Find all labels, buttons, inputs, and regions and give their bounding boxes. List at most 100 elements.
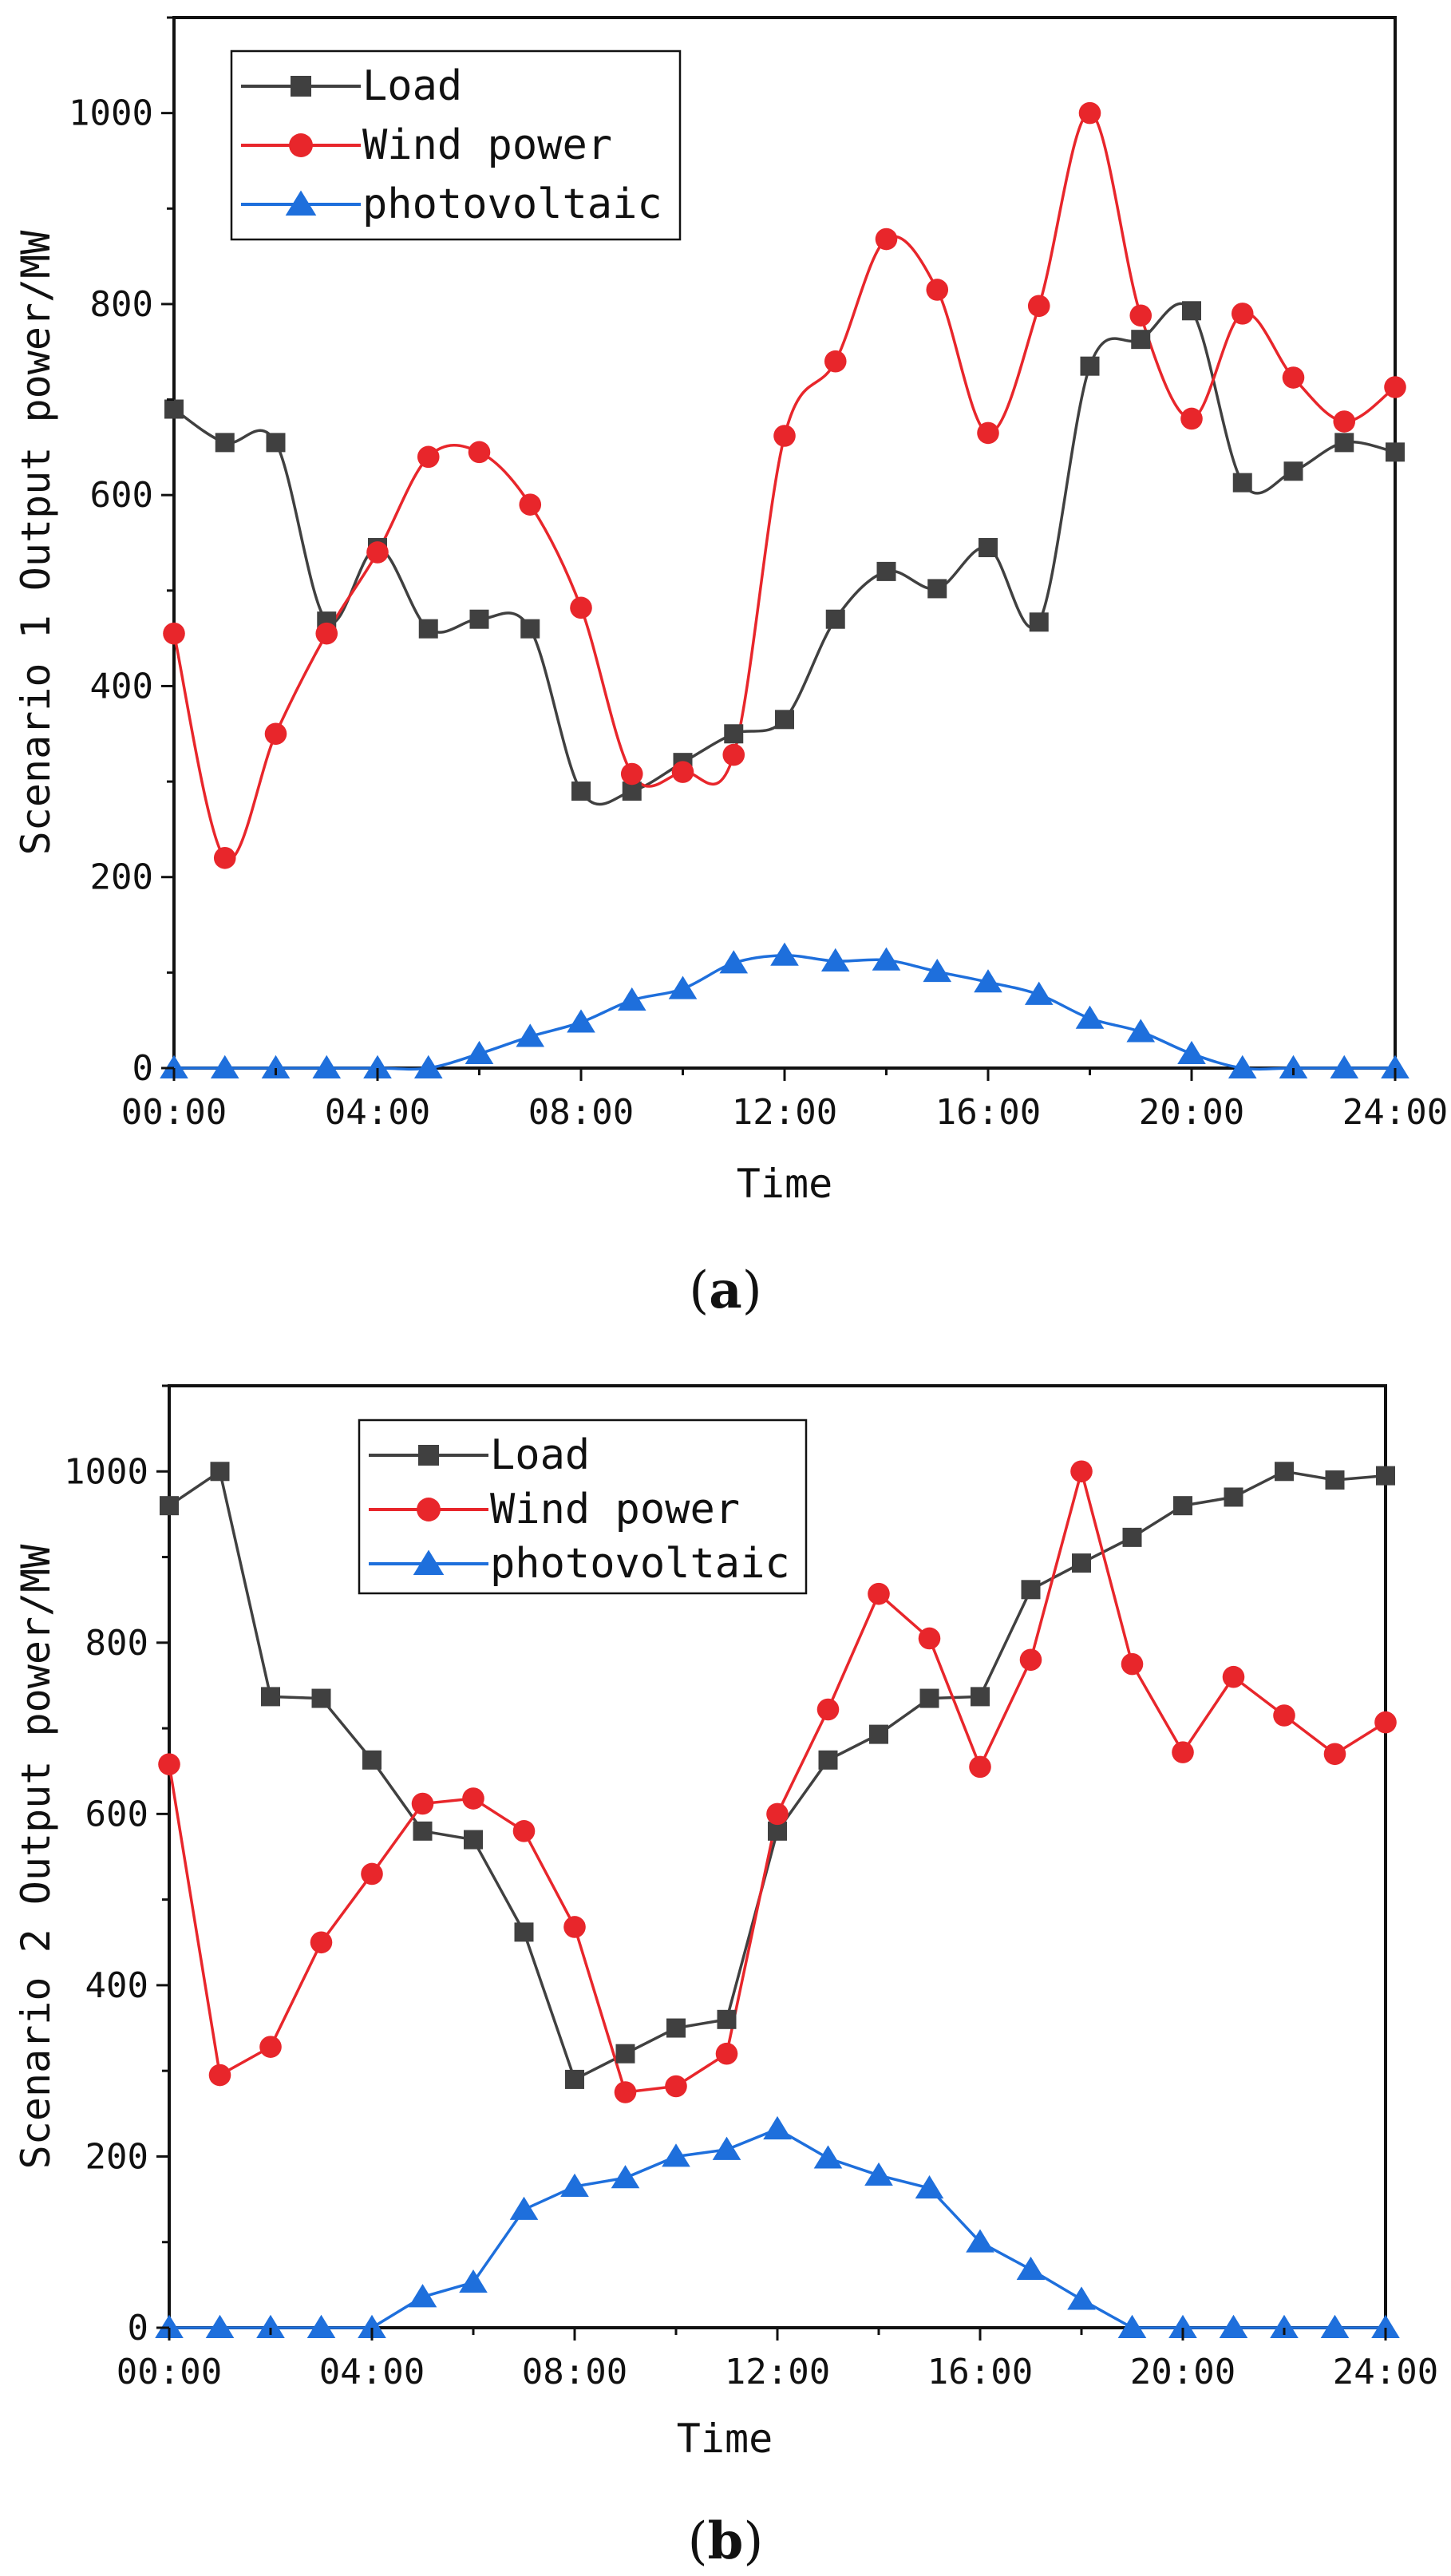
data-point-triangle xyxy=(560,2173,589,2197)
data-point-circle xyxy=(1323,1743,1346,1766)
data-point-square xyxy=(469,609,489,629)
data-point-circle xyxy=(1019,1648,1042,1672)
data-point-triangle xyxy=(1067,2286,1096,2310)
data-point-square xyxy=(418,1445,439,1466)
x-tick-label: 00:00 xyxy=(117,2352,222,2392)
data-point-circle xyxy=(969,1755,991,1779)
data-point-circle xyxy=(875,228,898,251)
data-point-triangle xyxy=(1075,1005,1105,1029)
data-point-square xyxy=(215,433,235,453)
data-point-square xyxy=(1334,433,1354,453)
data-point-triangle xyxy=(567,1009,595,1033)
data-point-circle xyxy=(868,1582,890,1605)
data-point-square xyxy=(1224,1487,1243,1507)
data-point-triangle xyxy=(974,969,1002,993)
data-point-triangle xyxy=(820,948,850,971)
data-point-square xyxy=(1029,612,1049,632)
panel-caption: (a) xyxy=(689,1260,761,1320)
data-point-square xyxy=(775,710,794,730)
data-point-square xyxy=(160,1496,179,1516)
data-point-circle xyxy=(1384,376,1406,398)
y-tick-label: 600 xyxy=(85,1794,148,1834)
data-point-circle xyxy=(665,2075,687,2098)
data-point-circle xyxy=(1222,1665,1245,1688)
x-tick-label: 16:00 xyxy=(927,2352,1033,2392)
data-point-triangle xyxy=(1016,2256,1046,2281)
caption-open: ( xyxy=(689,1261,709,1320)
data-point-circle xyxy=(671,761,694,783)
data-point-circle xyxy=(208,2064,231,2087)
data-point-circle xyxy=(259,2036,282,2058)
data-point-square xyxy=(311,1688,331,1708)
y-tick-label: 0 xyxy=(132,1048,154,1089)
data-point-triangle xyxy=(915,2174,944,2199)
data-point-triangle xyxy=(261,1055,291,1078)
legend-label: photovoltaic xyxy=(490,1540,790,1588)
x-tick-label: 20:00 xyxy=(1130,2352,1236,2392)
y-tick-label: 200 xyxy=(85,2136,148,2177)
y-tick-label: 1000 xyxy=(69,93,153,134)
data-point-circle xyxy=(1231,303,1254,325)
y-tick-label: 800 xyxy=(90,284,153,325)
data-point-circle xyxy=(1070,1460,1093,1483)
data-point-triangle xyxy=(923,958,952,983)
legend-entries: Load Wind power photovoltaic xyxy=(369,1431,790,1588)
data-point-triangle xyxy=(516,1023,545,1047)
y-tick-label: 600 xyxy=(90,475,153,516)
data-point-square xyxy=(464,1830,483,1850)
data-point-triangle xyxy=(668,975,698,999)
data-point-square xyxy=(291,76,311,97)
data-point-triangle xyxy=(872,947,901,971)
data-point-circle xyxy=(1374,1711,1397,1734)
data-point-triangle xyxy=(1330,1055,1359,1078)
data-point-square xyxy=(825,609,845,629)
data-point-square xyxy=(615,2044,635,2064)
series-line-photovoltaic xyxy=(174,954,1395,1071)
data-point-circle xyxy=(715,2042,738,2065)
data-point-triangle xyxy=(1279,1055,1308,1078)
data-point-square xyxy=(724,724,744,744)
data-point-triangle xyxy=(1168,2314,1197,2338)
data-point-triangle xyxy=(1117,2314,1147,2338)
legend-label: Load xyxy=(490,1431,590,1479)
data-point-triangle xyxy=(864,2162,893,2186)
data-point-square xyxy=(210,1462,230,1482)
data-point-triangle xyxy=(1024,981,1054,1005)
data-point-circle xyxy=(570,596,592,619)
data-point-circle xyxy=(1333,410,1356,433)
data-point-triangle xyxy=(312,1055,342,1078)
y-tick-label: 400 xyxy=(90,666,153,706)
data-point-triangle xyxy=(285,190,317,216)
legend-label: Load xyxy=(362,62,462,110)
data-point-square xyxy=(1275,1462,1294,1482)
data-point-square xyxy=(1232,473,1252,493)
data-point-square xyxy=(717,2009,737,2029)
data-point-triangle xyxy=(1126,1019,1156,1043)
data-point-circle xyxy=(563,1916,586,1938)
data-point-triangle xyxy=(770,942,799,966)
series-layer xyxy=(155,1460,1400,2338)
x-tick-label: 08:00 xyxy=(522,2352,627,2392)
x-tick-layer: 00:00 04:00 08:00 12:00 16:00 20:00 24:00 xyxy=(117,2328,1438,2392)
data-point-triangle xyxy=(617,987,646,1011)
data-point-triangle xyxy=(256,2314,285,2338)
data-point-circle xyxy=(1282,366,1305,389)
data-point-square xyxy=(1072,1553,1091,1573)
data-point-circle xyxy=(926,279,949,301)
data-point-circle xyxy=(1078,101,1101,125)
y-tick-label: 800 xyxy=(85,1623,148,1664)
x-tick-label: 12:00 xyxy=(732,1092,837,1133)
data-point-square xyxy=(266,433,286,453)
y-tick-layer: 0 200 400 600 800 1000 xyxy=(69,16,174,1089)
data-point-triangle xyxy=(363,1055,392,1078)
x-tick-layer: 00:00 04:00 08:00 12:00 16:00 20:00 24:00 xyxy=(121,1068,1448,1133)
data-point-triangle xyxy=(1177,1040,1206,1065)
data-point-triangle xyxy=(1228,1055,1257,1078)
data-point-square xyxy=(418,619,438,639)
data-point-circle xyxy=(512,1820,536,1842)
data-point-circle xyxy=(213,847,236,869)
data-point-triangle xyxy=(160,1055,188,1078)
data-point-circle xyxy=(366,541,389,564)
legend-entries: Load Wind power photovoltaic xyxy=(241,62,662,228)
